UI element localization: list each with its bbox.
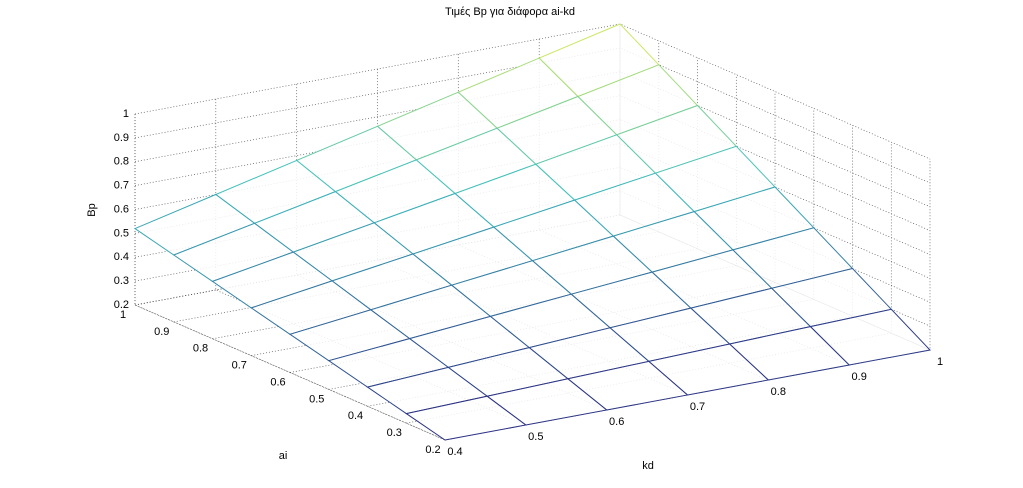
y-tick-label: 0.2	[425, 444, 440, 456]
x-tick-label: 1	[937, 356, 943, 368]
y-tick-label: 0.8	[193, 343, 208, 355]
grid-line	[215, 99, 526, 426]
grid-line	[296, 84, 607, 411]
y-tick-label: 1	[120, 309, 126, 321]
z-tick-label: 0.3	[114, 275, 129, 287]
z-tick-label: 0.2	[114, 299, 129, 311]
x-tick-label: 0.9	[852, 371, 867, 383]
z-tick-label: 0.5	[114, 227, 129, 239]
x-tick-label: 0.7	[690, 401, 705, 413]
z-tick-label: 0.4	[114, 251, 129, 263]
z-tick-label: 0.8	[114, 156, 129, 168]
z-axis-label: Bp	[86, 203, 98, 216]
z-tick-label: 1	[123, 108, 129, 120]
y-tick-label: 0.4	[348, 410, 363, 422]
y-tick-label: 0.7	[232, 360, 247, 372]
x-tick-label: 0.5	[528, 431, 543, 443]
chart-title: Τιμές Bp για διάφορα ai-kd	[445, 6, 575, 18]
grid-line	[134, 114, 446, 441]
z-tick-label: 0.7	[114, 180, 129, 192]
y-tick-label: 0.6	[270, 376, 285, 388]
x-tick-label: 0.8	[771, 386, 786, 398]
x-axis-label: kd	[642, 460, 654, 472]
y-tick-label: 0.9	[154, 326, 169, 338]
z-tick-label: 0.6	[114, 203, 129, 215]
x-tick-label: 0.6	[609, 416, 624, 428]
surface-cell	[405, 395, 528, 441]
x-tick-label: 0.4	[447, 446, 462, 458]
z-tick-label: 0.9	[114, 132, 129, 144]
y-axis-label: ai	[279, 450, 288, 462]
y-tick-label: 0.5	[309, 393, 324, 405]
y-tick-label: 0.3	[387, 427, 402, 439]
